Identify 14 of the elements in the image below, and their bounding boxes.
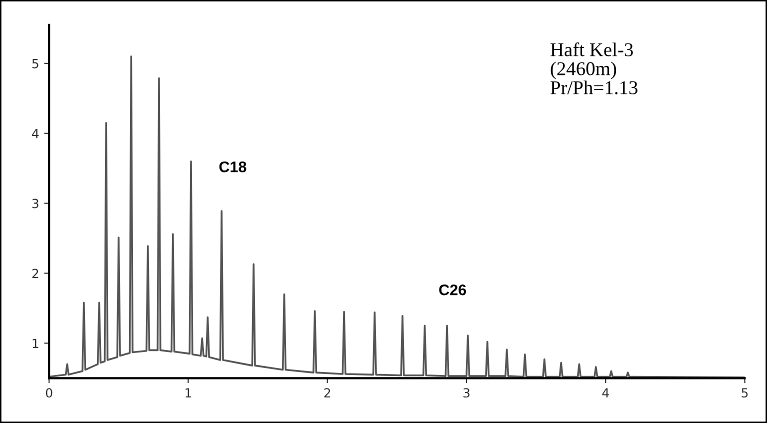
annotation: Haft Kel-3 (2460m) Pr/Ph=1.13 (550, 42, 638, 94)
y-tick-label: 4 (32, 129, 39, 138)
y-tick-label: 5 (32, 59, 38, 68)
x-tick-label: 0 (46, 388, 52, 398)
x-tick-label: 4 (602, 388, 609, 398)
x-tick-label: 3 (463, 388, 470, 398)
annotation: C26 (439, 284, 466, 296)
y-tick-label: 2 (32, 268, 38, 278)
x-tick-label: 1 (186, 388, 192, 398)
y-tick-label: 3 (32, 198, 38, 208)
x-tick-label: 5 (742, 388, 748, 398)
x-tick-label: 2 (324, 388, 330, 398)
annotation: C18 (219, 161, 246, 172)
y-tick-label: 1 (32, 338, 38, 348)
